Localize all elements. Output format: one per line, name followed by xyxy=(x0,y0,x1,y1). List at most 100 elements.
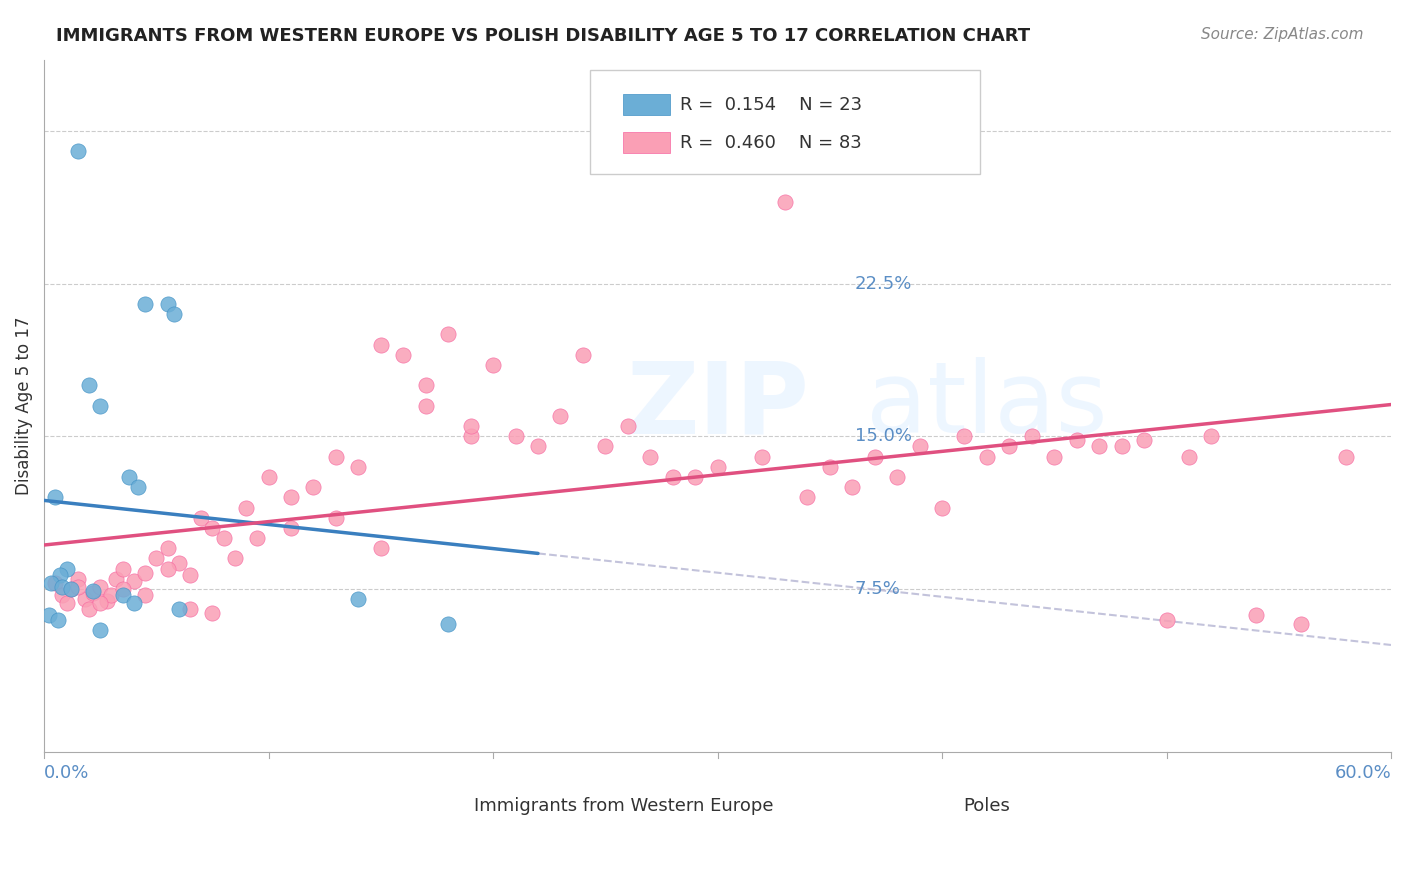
Point xyxy=(134,297,156,311)
Point xyxy=(201,521,224,535)
Text: IMMIGRANTS FROM WESTERN EUROPE VS POLISH DISABILITY AGE 5 TO 17 CORRELATION CHAR: IMMIGRANTS FROM WESTERN EUROPE VS POLISH… xyxy=(56,27,1031,45)
Point xyxy=(437,616,460,631)
Point xyxy=(246,531,269,545)
Point xyxy=(89,399,111,413)
Text: 7.5%: 7.5% xyxy=(855,580,901,598)
Point xyxy=(82,586,104,600)
Point xyxy=(167,602,190,616)
Point xyxy=(796,491,818,505)
Point xyxy=(683,470,706,484)
Point xyxy=(751,450,773,464)
Point xyxy=(415,378,437,392)
Point xyxy=(661,470,683,484)
Point xyxy=(370,541,392,556)
Point xyxy=(886,470,908,484)
Point xyxy=(773,195,796,210)
Point xyxy=(638,450,661,464)
Point xyxy=(66,145,89,159)
Point xyxy=(89,623,111,637)
Text: R =  0.460    N = 83: R = 0.460 N = 83 xyxy=(681,134,862,152)
Point xyxy=(156,562,179,576)
Point xyxy=(134,566,156,580)
Point xyxy=(706,459,728,474)
Text: atlas: atlas xyxy=(866,358,1108,454)
Point xyxy=(280,491,302,505)
Point xyxy=(1201,429,1223,443)
Text: Immigrants from Western Europe: Immigrants from Western Europe xyxy=(474,797,773,815)
Point xyxy=(527,440,550,454)
Text: 60.0%: 60.0% xyxy=(1334,764,1391,782)
Point xyxy=(415,399,437,413)
Point xyxy=(38,608,60,623)
FancyBboxPatch shape xyxy=(589,70,980,174)
Point xyxy=(122,574,145,588)
Point xyxy=(89,596,111,610)
Point xyxy=(224,551,246,566)
Point xyxy=(998,440,1021,454)
Point xyxy=(134,588,156,602)
Point xyxy=(60,582,83,596)
Point xyxy=(1156,613,1178,627)
Point xyxy=(51,580,73,594)
Point xyxy=(550,409,572,423)
Point xyxy=(1246,608,1268,623)
Point xyxy=(1133,434,1156,448)
Point xyxy=(616,419,638,434)
Point xyxy=(818,459,841,474)
Point xyxy=(44,575,66,590)
Point xyxy=(325,510,347,524)
Point xyxy=(190,510,212,524)
Point xyxy=(953,429,976,443)
Point xyxy=(863,450,886,464)
Point xyxy=(392,348,415,362)
Point xyxy=(46,613,69,627)
Text: 15.0%: 15.0% xyxy=(855,427,912,445)
Point xyxy=(1088,440,1111,454)
Point xyxy=(1021,429,1043,443)
Point xyxy=(505,429,527,443)
Point xyxy=(201,607,224,621)
Point xyxy=(49,567,72,582)
Point xyxy=(77,378,100,392)
Point xyxy=(1178,450,1201,464)
Point xyxy=(44,491,66,505)
Point xyxy=(100,588,122,602)
Point xyxy=(167,556,190,570)
Point xyxy=(104,572,127,586)
Y-axis label: Disability Age 5 to 17: Disability Age 5 to 17 xyxy=(15,317,32,495)
Point xyxy=(127,480,149,494)
Point xyxy=(347,459,370,474)
Point xyxy=(122,596,145,610)
Point xyxy=(156,297,179,311)
Point xyxy=(347,592,370,607)
Point xyxy=(595,440,617,454)
Text: 30.0%: 30.0% xyxy=(855,122,912,140)
Point xyxy=(111,582,134,596)
Point xyxy=(179,567,201,582)
Point xyxy=(931,500,953,515)
Point xyxy=(235,500,257,515)
Point xyxy=(179,602,201,616)
Point xyxy=(55,562,77,576)
Point xyxy=(145,551,167,566)
Point xyxy=(302,480,325,494)
Point xyxy=(280,521,302,535)
Point xyxy=(460,429,482,443)
Point xyxy=(39,575,62,590)
Point xyxy=(325,450,347,464)
Point xyxy=(66,580,89,594)
Text: Source: ZipAtlas.com: Source: ZipAtlas.com xyxy=(1201,27,1364,42)
Point xyxy=(437,327,460,342)
Point xyxy=(841,480,863,494)
Bar xyxy=(623,95,671,115)
Point xyxy=(118,470,141,484)
Point xyxy=(482,358,505,372)
Bar xyxy=(623,132,671,153)
Point xyxy=(257,470,280,484)
Text: R =  0.154    N = 23: R = 0.154 N = 23 xyxy=(681,95,862,113)
Text: 0.0%: 0.0% xyxy=(44,764,90,782)
Point xyxy=(89,580,111,594)
Point xyxy=(1066,434,1088,448)
Point xyxy=(572,348,595,362)
Point xyxy=(55,596,77,610)
